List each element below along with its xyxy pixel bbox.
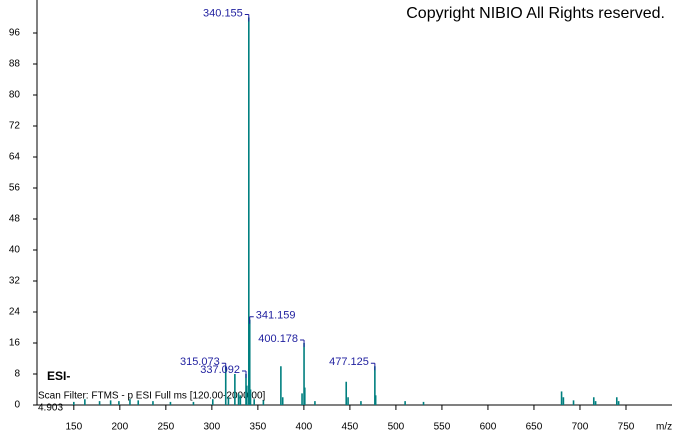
- y-tick-label: 8: [14, 369, 20, 380]
- y-tick-label: 0: [14, 400, 20, 411]
- x-tick-label: 650: [526, 422, 543, 433]
- y-tick-label: 72: [9, 121, 21, 132]
- peak-label: 400.178: [258, 333, 298, 345]
- ionization: ESI-: [47, 369, 70, 383]
- x-tick-label: 550: [434, 422, 451, 433]
- retention-time: 4.903: [38, 403, 63, 414]
- y-tick-label: 80: [9, 90, 21, 101]
- peak-label: 340.155: [203, 7, 243, 19]
- x-tick-label: 350: [250, 422, 267, 433]
- x-tick-label: 600: [480, 422, 497, 433]
- x-tick-label: 750: [618, 422, 635, 433]
- y-tick-label: 56: [9, 183, 21, 194]
- scan-filter: Scan Filter: FTMS - p ESI Full ms [120.0…: [38, 391, 266, 402]
- y-tick-label: 48: [9, 214, 21, 225]
- x-tick-label: 700: [572, 422, 589, 433]
- x-tick-label: 300: [204, 422, 221, 433]
- y-tick-label: 88: [9, 59, 21, 70]
- x-tick-label: 500: [388, 422, 405, 433]
- copyright: Copyright NIBIO All Rights reserved.: [406, 5, 665, 22]
- y-tick-label: 24: [9, 307, 21, 318]
- peak-label: 337.092: [200, 364, 240, 376]
- x-tick-label: 200: [111, 422, 128, 433]
- y-tick-label: 40: [9, 245, 21, 256]
- x-tick-label: 250: [157, 422, 174, 433]
- x-axis-label: m/z: [656, 422, 672, 433]
- peak-label: 341.159: [256, 310, 296, 322]
- x-tick-label: 450: [342, 422, 359, 433]
- y-tick-label: 16: [9, 338, 21, 349]
- y-tick-label: 32: [9, 276, 21, 287]
- y-tick-label: 64: [9, 152, 21, 163]
- peak-label: 477.125: [329, 356, 369, 368]
- y-tick-label: 96: [9, 28, 21, 39]
- x-tick-label: 400: [296, 422, 313, 433]
- peak-label: 315.073: [180, 356, 220, 368]
- x-tick-label: 150: [65, 422, 82, 433]
